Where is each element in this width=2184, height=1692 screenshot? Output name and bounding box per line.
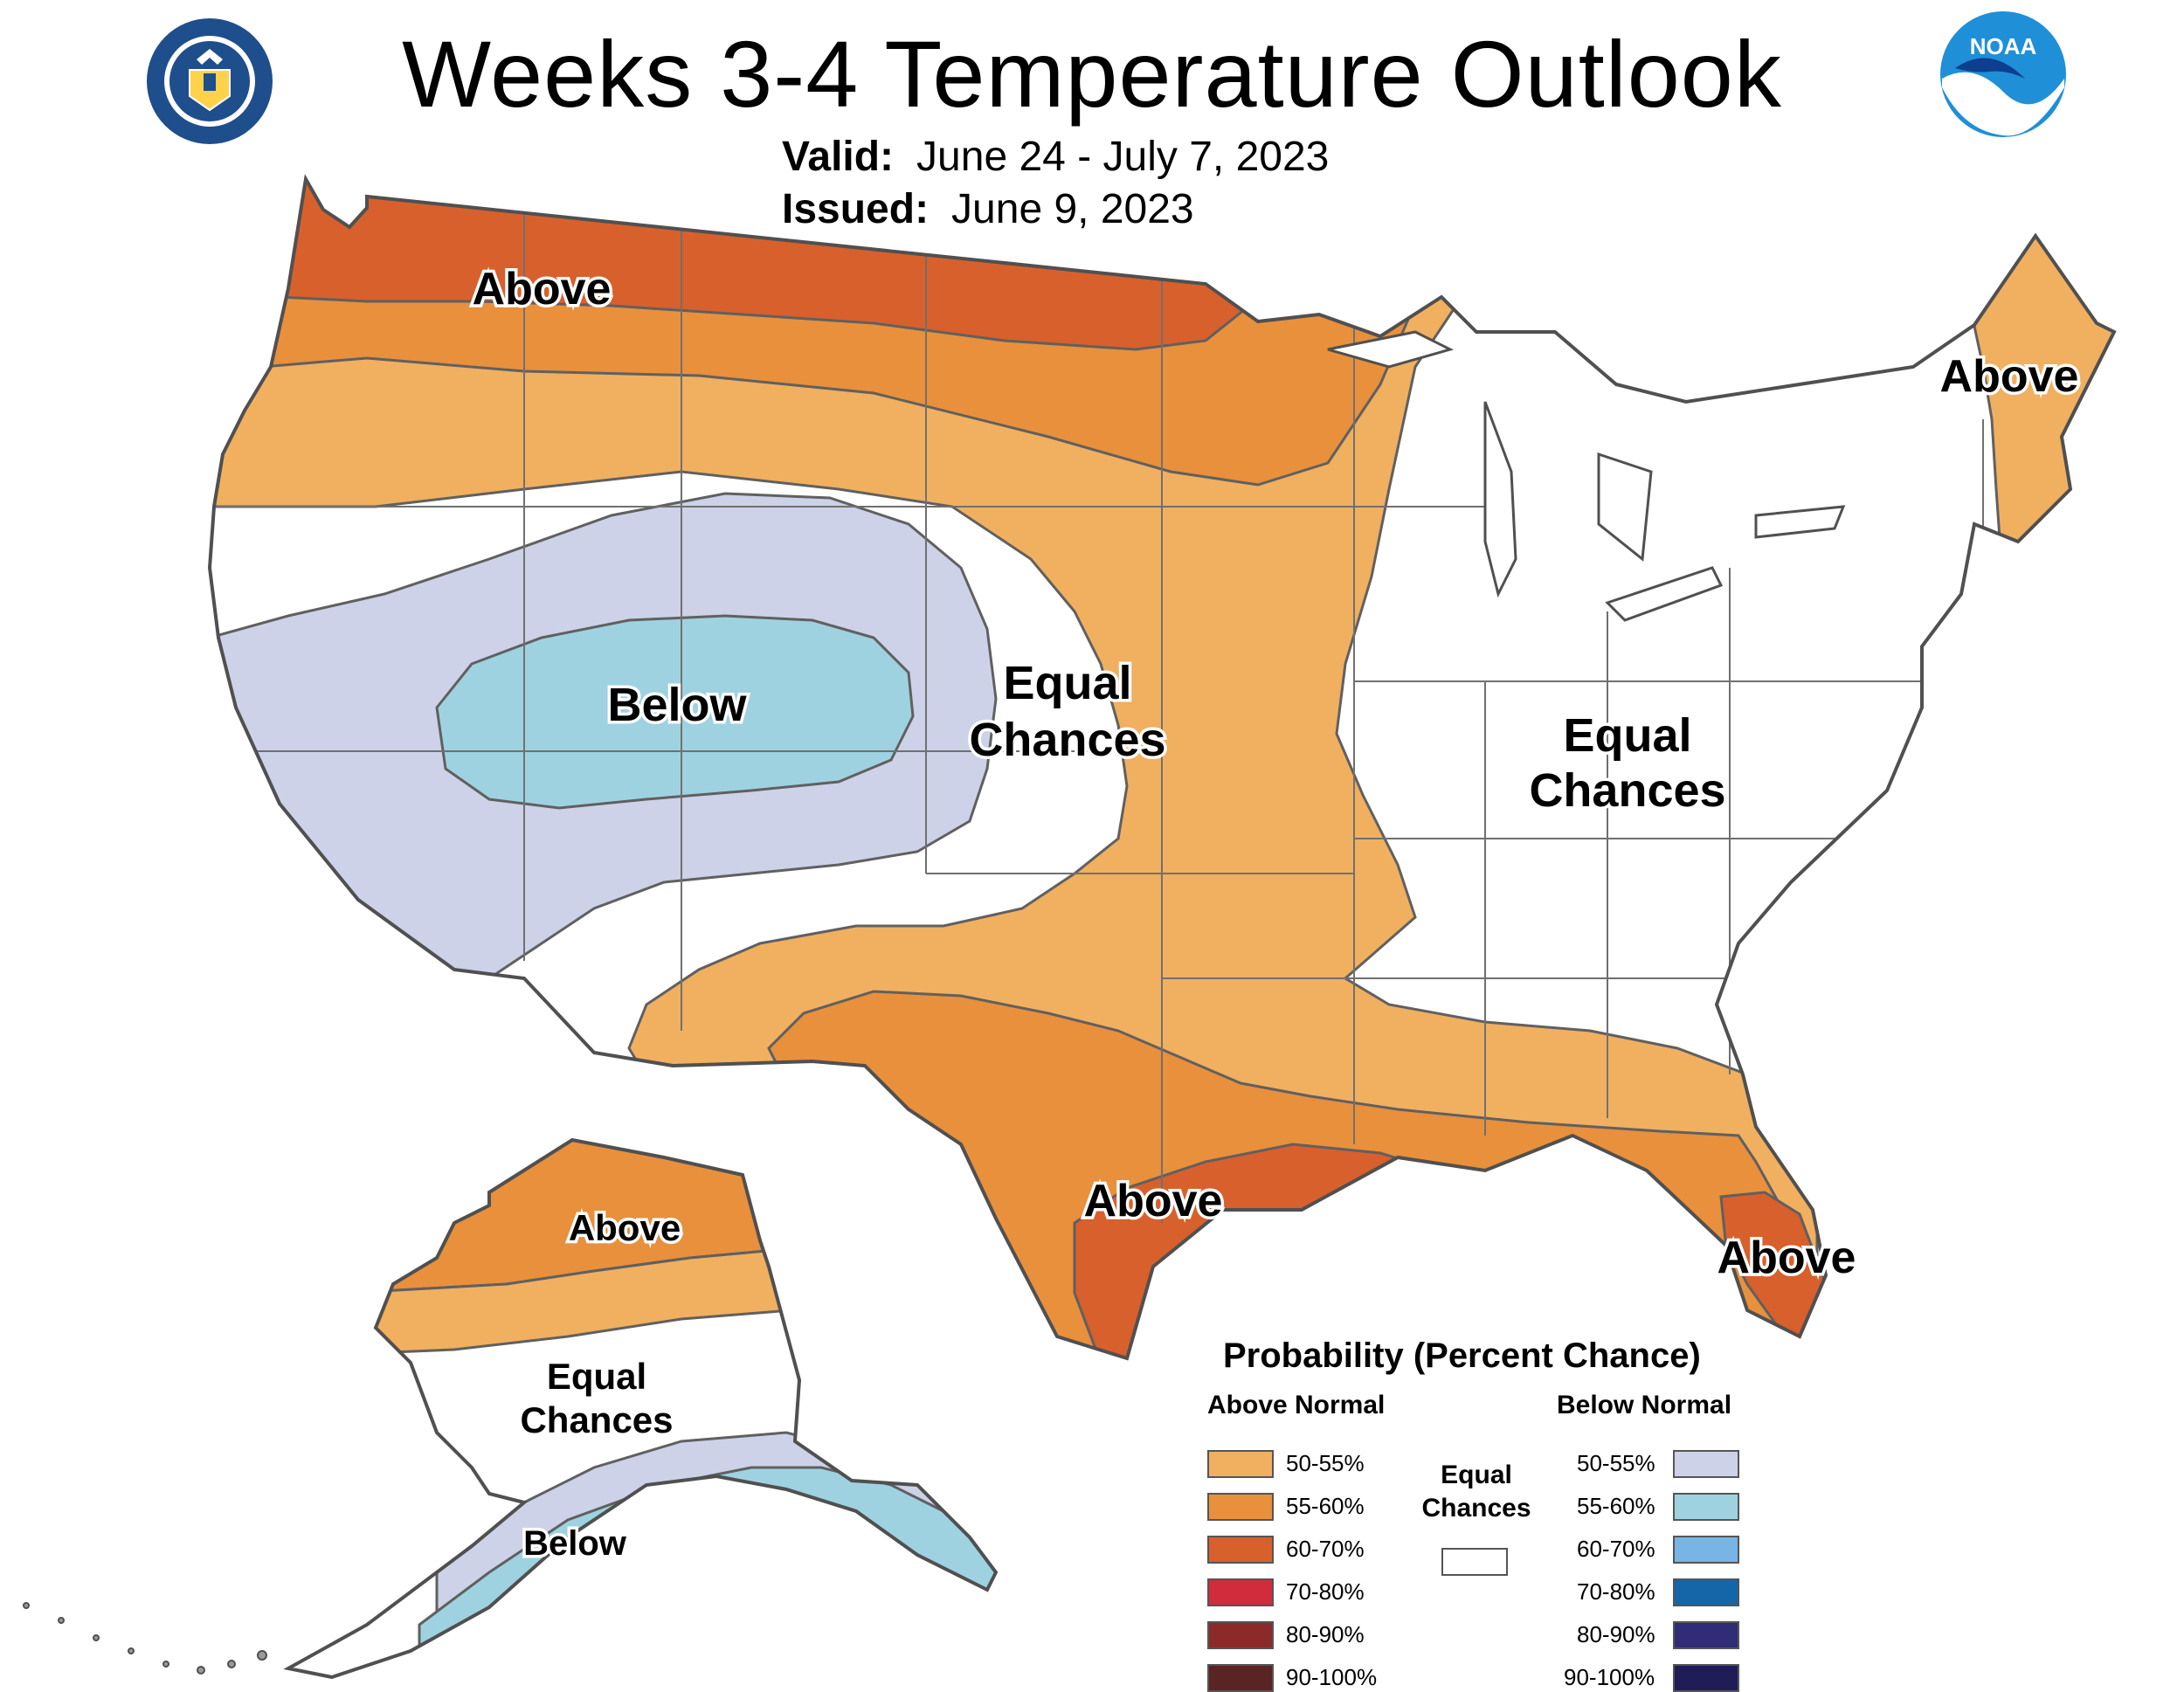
label-west-below: Below bbox=[607, 679, 747, 731]
noaa-logo-text: NOAA bbox=[1970, 33, 2037, 59]
legend-below-label-5: 80-90% bbox=[1577, 1621, 1655, 1647]
legend-below-label-1: 50-55% bbox=[1577, 1450, 1655, 1476]
issued-value: June 9, 2023 bbox=[951, 186, 1194, 232]
legend-equal-line1: Equal bbox=[1441, 1461, 1512, 1489]
label-east-equal-line1: Equal bbox=[1563, 709, 1691, 762]
map-title: Weeks 3-4 Temperature Outlook bbox=[402, 21, 1782, 127]
legend-below-swatch-6 bbox=[1673, 1664, 1739, 1692]
label-northwest-above: Above bbox=[473, 264, 612, 314]
legend-above-label-4: 70-80% bbox=[1286, 1578, 1365, 1605]
legend-title: Probability (Percent Chance) bbox=[1223, 1336, 1701, 1375]
label-east-equal-line2: Chances bbox=[1529, 764, 1725, 817]
legend-below-label-2: 55-60% bbox=[1577, 1493, 1655, 1519]
issued-date: Issued: June 9, 2023 bbox=[782, 185, 1194, 233]
legend-above-swatch-4 bbox=[1207, 1578, 1274, 1606]
valid-dates: Valid: June 24 - July 7, 2023 bbox=[782, 133, 1329, 181]
state-boundaries bbox=[210, 179, 1984, 1223]
legend-below-swatch-2 bbox=[1673, 1493, 1739, 1521]
legend-above-label-6: 90-100% bbox=[1286, 1664, 1378, 1690]
label-alaska-above: Above bbox=[569, 1207, 681, 1248]
noaa-logo: NOAA bbox=[1940, 11, 2066, 137]
legend-above-label-5: 80-90% bbox=[1286, 1621, 1365, 1647]
legend-above-header: Above Normal bbox=[1207, 1391, 1386, 1419]
legend-above-swatch-2 bbox=[1207, 1493, 1274, 1521]
issued-label: Issued: bbox=[782, 186, 930, 232]
label-northeast-above: Above bbox=[1940, 351, 2079, 402]
probability-legend: Probability (Percent Chance) Above Norma… bbox=[1197, 1328, 1747, 1692]
label-central-equal-line2: Chances bbox=[969, 714, 1165, 766]
label-central-equal-line1: Equal bbox=[1003, 657, 1131, 709]
legend-below-swatch-5 bbox=[1673, 1621, 1739, 1649]
legend-equal-swatch bbox=[1441, 1548, 1508, 1576]
legend-above-label-3: 60-70% bbox=[1286, 1536, 1365, 1562]
valid-label: Valid: bbox=[782, 134, 895, 180]
label-alaska-equal-line2: Chances bbox=[520, 1399, 673, 1440]
label-alaska-equal-line1: Equal bbox=[547, 1356, 646, 1397]
great-lakes bbox=[1327, 330, 1846, 622]
legend-below-label-4: 70-80% bbox=[1577, 1578, 1655, 1605]
legend-below-label-6: 90-100% bbox=[1564, 1664, 1655, 1690]
label-gulf-above: Above bbox=[1084, 1176, 1223, 1226]
legend-equal-label: Equal Chances bbox=[1415, 1459, 1538, 1525]
commerce-seal-logo bbox=[147, 18, 273, 144]
legend-equal-line2: Chances bbox=[1421, 1494, 1531, 1523]
label-alaska-below: Below bbox=[523, 1524, 627, 1563]
legend-below-swatch-1 bbox=[1673, 1450, 1739, 1478]
label-florida-above: Above bbox=[1717, 1233, 1856, 1283]
valid-value: June 24 - July 7, 2023 bbox=[916, 134, 1330, 180]
legend-above-swatch-6 bbox=[1207, 1664, 1274, 1692]
legend-above-swatch-3 bbox=[1207, 1536, 1274, 1564]
aleutian-islands bbox=[23, 1602, 267, 1675]
legend-above-label-1: 50-55% bbox=[1286, 1450, 1365, 1476]
legend-above-label-2: 55-60% bbox=[1286, 1493, 1365, 1519]
legend-above-swatch-1 bbox=[1207, 1450, 1274, 1478]
legend-below-swatch-4 bbox=[1673, 1578, 1739, 1606]
legend-below-label-3: 60-70% bbox=[1577, 1536, 1655, 1562]
legend-below-header: Below Normal bbox=[1557, 1391, 1732, 1419]
west-below-55-60-region bbox=[435, 614, 915, 810]
legend-below-swatch-3 bbox=[1673, 1536, 1739, 1564]
legend-above-swatch-5 bbox=[1207, 1621, 1274, 1649]
